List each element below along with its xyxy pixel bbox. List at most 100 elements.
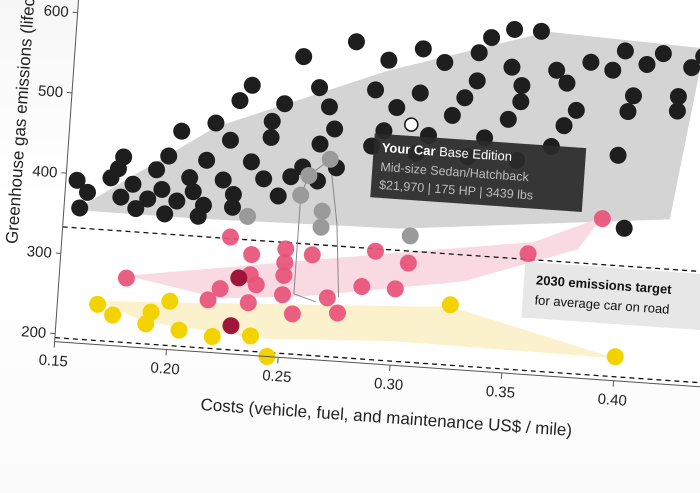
gasoline-point-8[interactable] (470, 44, 488, 62)
hybrid-point-3[interactable] (277, 240, 295, 258)
hybrid-point-15[interactable] (247, 276, 265, 294)
selected_trim-point-3[interactable] (239, 207, 257, 225)
hybrid-point-7[interactable] (399, 254, 417, 272)
gasoline-point-46[interactable] (609, 146, 627, 164)
gasoline-point-18[interactable] (468, 72, 486, 90)
gasoline-point-40[interactable] (263, 112, 281, 130)
gasoline-point-0[interactable] (506, 20, 524, 38)
electric-point-1[interactable] (89, 295, 107, 313)
hybrid-point-0[interactable] (593, 210, 611, 228)
hybrid-point-6[interactable] (303, 246, 321, 264)
electric-point-2[interactable] (104, 306, 122, 324)
gasoline-point-57[interactable] (198, 151, 216, 169)
hybrid-point-2[interactable] (221, 228, 239, 246)
gasoline-point-12[interactable] (295, 48, 313, 66)
gasoline-point-58[interactable] (242, 153, 260, 171)
electric-point-6[interactable] (170, 321, 188, 339)
hybrid-point-14[interactable] (211, 280, 229, 298)
hybrid-point-11[interactable] (353, 277, 371, 296)
gasoline-point-80[interactable] (223, 198, 242, 216)
gasoline-point-35[interactable] (388, 98, 406, 117)
gasoline-point-13[interactable] (380, 51, 398, 69)
gasoline-point-22[interactable] (669, 87, 687, 106)
gasoline-point-62[interactable] (147, 161, 166, 179)
hybrid_dark-point-0[interactable] (230, 269, 248, 287)
gasoline-point-28[interactable] (512, 93, 530, 111)
gasoline-point-38[interactable] (555, 117, 573, 135)
gasoline-point-3[interactable] (616, 42, 634, 60)
gasoline-point-82[interactable] (71, 199, 89, 217)
gasoline-point-19[interactable] (513, 77, 531, 95)
gasoline-point-1[interactable] (532, 22, 550, 40)
hybrid-point-20[interactable] (283, 305, 301, 323)
gasoline-point-14[interactable] (436, 53, 454, 71)
selected_trim-point-1[interactable] (300, 166, 318, 185)
hybrid-point-17[interactable] (318, 289, 336, 307)
gasoline-point-47[interactable] (173, 122, 191, 140)
hybrid-point-18[interactable] (199, 291, 217, 309)
hybrid-point-4[interactable] (366, 242, 384, 260)
gasoline-point-36[interactable] (443, 106, 461, 124)
gasoline-point-4[interactable] (654, 45, 672, 63)
gasoline-point-65[interactable] (255, 170, 273, 188)
gasoline-point-32[interactable] (231, 91, 249, 110)
gasoline-point-23[interactable] (243, 76, 261, 94)
gasoline-point-66[interactable] (282, 168, 300, 186)
hybrid_dark-point-1[interactable] (222, 317, 240, 335)
hybrid-point-5[interactable] (243, 245, 261, 264)
your-car-point[interactable] (404, 117, 419, 132)
electric-point-4[interactable] (161, 292, 179, 310)
gasoline-point-68[interactable] (68, 171, 86, 189)
hybrid-point-21[interactable] (328, 304, 346, 322)
gasoline-point-56[interactable] (160, 147, 178, 165)
gasoline-point-39[interactable] (207, 114, 225, 132)
selected_trim-point-4[interactable] (313, 202, 331, 220)
gasoline-point-49[interactable] (262, 128, 280, 146)
gasoline-point-21[interactable] (624, 87, 642, 105)
gasoline-point-84[interactable] (156, 205, 174, 223)
gasoline-point-26[interactable] (411, 84, 429, 102)
electric-point-5[interactable] (137, 315, 155, 333)
gasoline-point-7[interactable] (414, 40, 432, 58)
electric-point-10[interactable] (606, 348, 624, 366)
gasoline-point-9[interactable] (582, 53, 600, 71)
gasoline-point-85[interactable] (189, 207, 207, 225)
hybrid-point-13[interactable] (117, 269, 135, 287)
gasoline-point-30[interactable] (619, 102, 637, 121)
selected_trim-point-5[interactable] (312, 218, 330, 236)
gasoline-point-20[interactable] (558, 74, 576, 92)
gasoline-point-34[interactable] (320, 98, 338, 116)
gasoline-point-41[interactable] (326, 120, 344, 138)
gasoline-point-17[interactable] (604, 61, 622, 79)
gasoline-point-74[interactable] (269, 187, 287, 205)
electric-point-7[interactable] (203, 327, 221, 346)
gasoline-point-5[interactable] (695, 47, 700, 65)
gasoline-point-63[interactable] (181, 169, 199, 187)
gasoline-point-6[interactable] (347, 33, 365, 51)
gasoline-point-76[interactable] (112, 188, 130, 206)
hybrid-point-8[interactable] (276, 254, 294, 272)
hybrid-point-16[interactable] (273, 286, 292, 304)
hybrid-point-19[interactable] (239, 294, 257, 312)
gasoline-point-71[interactable] (153, 180, 171, 198)
selected_trim-point-0[interactable] (321, 150, 339, 168)
gasoline-point-75[interactable] (78, 183, 97, 201)
gasoline-point-77[interactable] (139, 190, 157, 208)
gasoline-point-37[interactable] (499, 110, 517, 128)
gasoline-point-29[interactable] (567, 101, 585, 119)
gasoline-point-11[interactable] (683, 59, 700, 77)
selected_trim-point-6[interactable] (401, 227, 419, 245)
selected_trim-point-2[interactable] (292, 186, 310, 204)
electric-point-0[interactable] (441, 296, 459, 314)
gasoline-point-78[interactable] (168, 192, 186, 210)
gasoline-point-24[interactable] (311, 79, 329, 97)
hybrid-point-12[interactable] (386, 280, 404, 298)
gasoline-point-72[interactable] (184, 183, 202, 201)
gasoline-point-81[interactable] (615, 219, 633, 237)
gasoline-point-70[interactable] (124, 175, 142, 193)
gasoline-point-69[interactable] (102, 169, 120, 187)
gasoline-point-64[interactable] (214, 171, 232, 189)
gasoline-point-48[interactable] (221, 131, 239, 149)
gasoline-point-10[interactable] (638, 55, 656, 73)
gasoline-point-15[interactable] (503, 58, 521, 76)
